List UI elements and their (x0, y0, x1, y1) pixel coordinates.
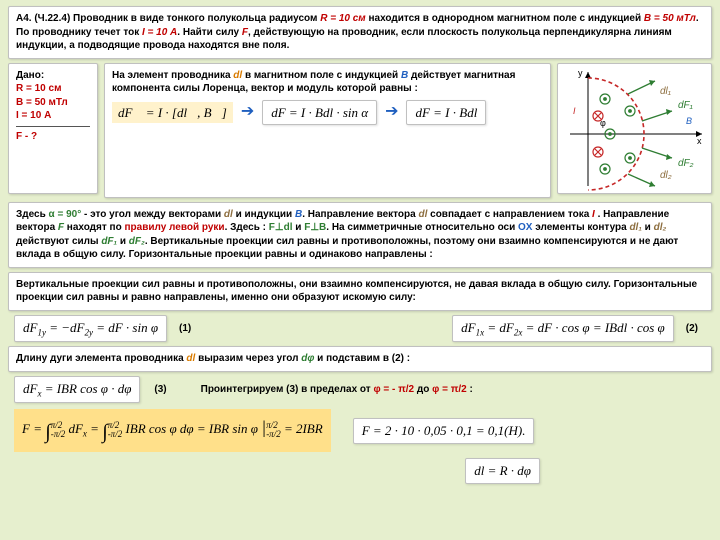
given-F: F - ? (16, 130, 90, 144)
explanation-3: Вертикальные проекции сил равны и против… (8, 272, 712, 311)
given-title: Дано: (16, 69, 90, 83)
formula-integral: F = ∫π/2-π/2 dFx = ∫π/2-π/2 IBR cos φ dφ… (14, 409, 331, 452)
formula-dF: dF = I · Bdl (406, 100, 486, 126)
formula-dF1y: dF1y = −dF2y = dF · sin φ (14, 315, 167, 343)
given-B: B = 50 мТл (16, 96, 90, 110)
formula-dF-sin: dF = I · Bdl · sin α (262, 100, 377, 126)
row-dano-expl-diagram: Дано: R = 10 см B = 50 мТл I = 10 А F - … (8, 63, 712, 198)
problem-text: А4. (Ч.22.4) Проводник в виде тонкого по… (16, 13, 699, 51)
arrow-icon: ➔ (241, 101, 254, 123)
svg-text:I: I (573, 106, 576, 116)
para2-text: Здесь α = 90° - это угол между векторами… (16, 209, 678, 261)
explanation-2: Здесь α = 90° - это угол между векторами… (8, 202, 712, 268)
formula-dF-vector: dF⃗ = I · [dl⃗, B⃗] (112, 102, 233, 124)
formula-dl: dl = R · dφ (465, 458, 540, 484)
eq-label-3: (3) (154, 383, 166, 397)
arrow-icon: ➔ (385, 101, 398, 123)
svg-text:dl₁: dl₁ (660, 86, 671, 97)
svg-text:y: y (578, 68, 583, 78)
diagram-box: x y dl₁ dF₁ B dl₂ dF₂ φ (557, 63, 712, 194)
divider (16, 126, 90, 127)
box4-text: Длину дуги элемента проводника dl вырази… (16, 353, 410, 364)
semicircle-diagram: x y dl₁ dF₁ B dl₂ dF₂ φ (560, 66, 708, 191)
formula-result: F = 2 · 10 · 0,05 · 0,1 = 0,1(H). (353, 418, 535, 444)
formula-strip-1: dF⃗ = I · [dl⃗, B⃗] ➔ dF = I · Bdl · sin… (112, 100, 543, 126)
svg-text:dF₁: dF₁ (678, 100, 693, 111)
formula-strip-2: dF1y = −dF2y = dF · sin φ (1) dF1x = dF2… (8, 315, 712, 343)
eq-label-1: (1) (179, 322, 191, 336)
problem-statement: А4. (Ч.22.4) Проводник в виде тонкого по… (8, 6, 712, 59)
svg-text:dF₂: dF₂ (678, 158, 694, 169)
svg-text:φ: φ (600, 118, 606, 128)
svg-text:x: x (697, 136, 702, 146)
formula-dFx: dFx = IBR cos φ · dφ (14, 376, 140, 404)
given-R: R = 10 см (16, 82, 90, 96)
expl-text: На элемент проводника dl в магнитном пол… (112, 69, 543, 96)
integrate-text: Проинтегрируем (3) в пределах от φ = - π… (201, 383, 473, 397)
given-I: I = 10 А (16, 109, 90, 123)
final-row: F = ∫π/2-π/2 dFx = ∫π/2-π/2 IBR cos φ dφ… (8, 407, 712, 454)
eq-label-2: (2) (686, 322, 698, 336)
svg-text:B: B (686, 116, 692, 126)
formula-dF1x: dF1x = dF2x = dF · cos φ = IBdl · cos φ (452, 315, 674, 343)
given-box: Дано: R = 10 см B = 50 мТл I = 10 А F - … (8, 63, 98, 194)
box3-text: Вертикальные проекции сил равны и против… (16, 279, 697, 304)
svg-text:dl₂: dl₂ (660, 170, 672, 181)
explanation-4: Длину дуги элемента проводника dl вырази… (8, 346, 712, 372)
formula-strip-3: dFx = IBR cos φ · dφ (3) Проинтегрируем … (8, 376, 712, 404)
explanation-box: На элемент проводника dl в магнитном пол… (104, 63, 551, 198)
